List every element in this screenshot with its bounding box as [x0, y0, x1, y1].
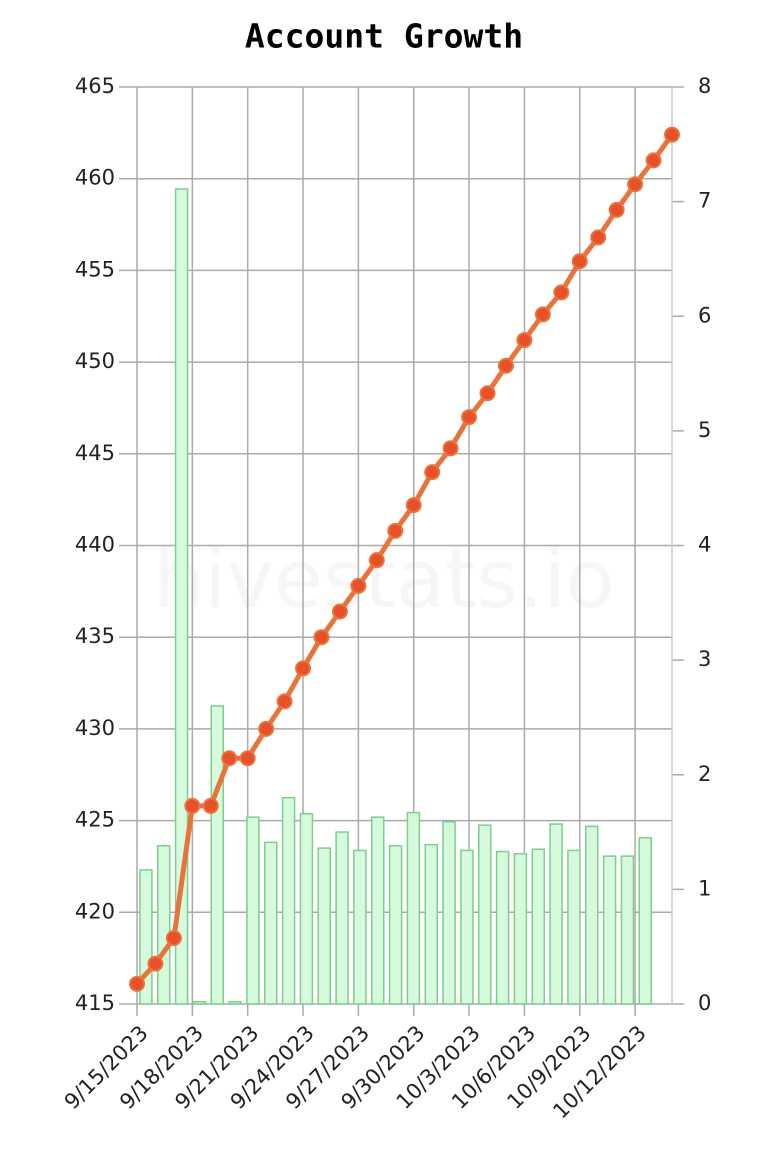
bar: [567, 849, 581, 1005]
bar: [495, 850, 510, 1005]
bar: [192, 1000, 207, 1005]
bar: [388, 845, 403, 1005]
y-tick-label: 420: [75, 899, 115, 923]
y2-tick-label: 6: [698, 303, 711, 327]
bar: [638, 837, 652, 1005]
bar: [174, 188, 189, 1005]
point: [165, 929, 182, 946]
bar: [371, 816, 385, 1005]
bar: [317, 847, 331, 1005]
y2-tick-label: 0: [698, 991, 711, 1015]
point: [608, 201, 625, 218]
point: [553, 284, 570, 301]
bar: [353, 849, 367, 1005]
y-tick-label: 440: [75, 533, 115, 557]
y-tick-label: 415: [75, 991, 115, 1015]
bar: [281, 796, 296, 1005]
bar: [424, 843, 438, 1005]
point: [258, 720, 275, 737]
point: [239, 750, 256, 767]
y2-tick-label: 2: [698, 762, 711, 786]
bar: [442, 820, 456, 1005]
point: [442, 440, 459, 457]
point: [571, 253, 588, 270]
point: [664, 126, 680, 143]
bar: [478, 824, 492, 1005]
point: [645, 152, 662, 169]
bar: [513, 853, 528, 1005]
point: [424, 464, 441, 481]
bar: [210, 705, 224, 1005]
point: [202, 797, 219, 814]
bar: [585, 825, 599, 1005]
point: [147, 955, 164, 972]
y2-tick-label: 3: [698, 647, 711, 671]
bar: [335, 831, 349, 1005]
y2-tick-label: 7: [698, 189, 711, 213]
chart-title: Account Growth: [245, 17, 523, 56]
point: [387, 522, 404, 539]
point: [331, 603, 348, 620]
point: [590, 229, 607, 246]
point: [405, 497, 422, 514]
point: [368, 552, 385, 569]
y-tick-label: 430: [75, 716, 115, 740]
point: [221, 750, 238, 767]
bar: [602, 855, 617, 1005]
point: [184, 797, 201, 814]
bar: [406, 811, 421, 1005]
bar: [549, 823, 563, 1005]
bar: [228, 1000, 242, 1005]
bar: [264, 841, 278, 1005]
y-tick-label: 445: [75, 441, 115, 465]
point: [479, 385, 496, 402]
bar: [531, 848, 545, 1005]
y-tick-label: 425: [75, 808, 115, 832]
y-tick-label: 450: [75, 349, 115, 373]
y-tick-label: 435: [75, 624, 115, 648]
y-tick-label: 460: [75, 166, 115, 190]
bar: [620, 855, 635, 1005]
point: [295, 660, 312, 677]
point: [497, 357, 514, 374]
y-tick-label: 465: [75, 74, 115, 98]
point: [516, 332, 533, 349]
bar: [460, 849, 474, 1005]
y-tick-label: 455: [75, 257, 115, 281]
point: [129, 975, 145, 992]
y2-tick-label: 8: [698, 74, 711, 98]
point: [461, 409, 478, 426]
bar: [299, 812, 314, 1005]
y2-tick-label: 4: [698, 533, 711, 557]
bar: [157, 845, 171, 1005]
point: [350, 577, 367, 594]
point: [276, 693, 293, 710]
y2-tick-label: 5: [698, 418, 711, 442]
point: [627, 176, 644, 193]
point: [534, 306, 551, 323]
point: [313, 629, 330, 646]
y2-tick-label: 1: [698, 876, 711, 900]
bar: [246, 816, 260, 1005]
